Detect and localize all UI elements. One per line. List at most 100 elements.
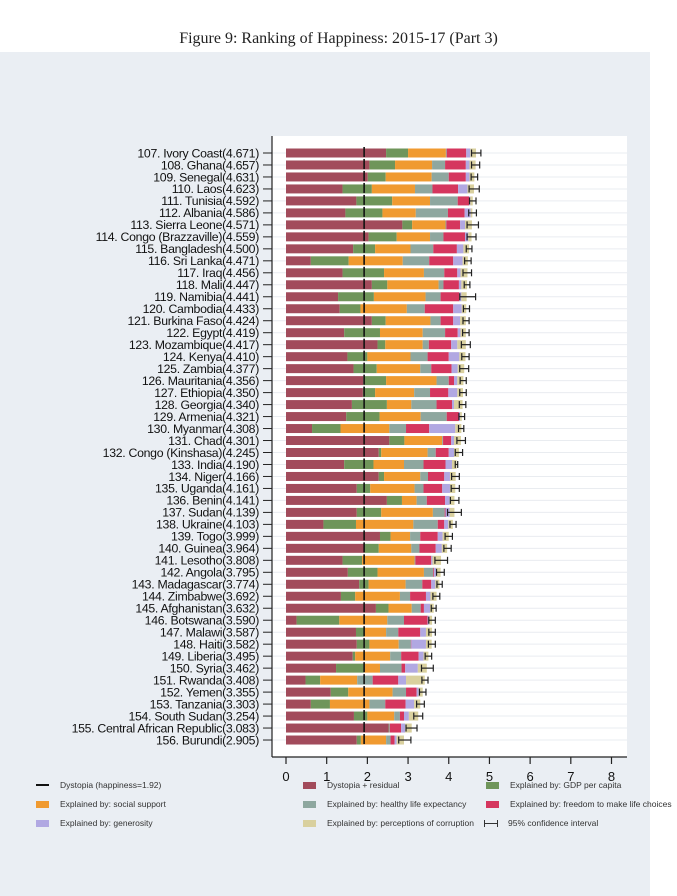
country-label: 120. Cambodia(4.433) bbox=[143, 302, 260, 316]
legend-label: Explained by: healthy life expectancy bbox=[327, 799, 467, 809]
generosity-swatch bbox=[36, 819, 49, 827]
bar-segment-soc bbox=[381, 507, 433, 517]
bar-segment-gen bbox=[442, 483, 450, 493]
bar-segment-fre bbox=[457, 196, 470, 206]
bar-segment-dys bbox=[286, 687, 331, 697]
bar-segment-hle bbox=[414, 184, 433, 194]
legend-item-corruption: Explained by: perceptions of corruption bbox=[303, 818, 474, 828]
bar-segment-gen bbox=[457, 328, 461, 338]
bar-segment-soc bbox=[348, 687, 393, 697]
bar-segment-fre bbox=[443, 232, 466, 242]
bar-segment-hle bbox=[369, 699, 386, 709]
bar-segment-hle bbox=[410, 352, 428, 362]
bar-segment-soc bbox=[392, 196, 431, 206]
x-tick-label: 6 bbox=[527, 769, 534, 784]
bar-segment-gdp bbox=[386, 148, 409, 158]
country-label: 135. Uganda(4.161) bbox=[155, 482, 259, 496]
bar-segment-hle bbox=[414, 483, 424, 493]
bar-segment-gen bbox=[458, 184, 468, 194]
legend-label: Explained by: freedom to make life choic… bbox=[510, 799, 672, 809]
bar-segment-soc bbox=[371, 184, 415, 194]
dystopia-line-swatch bbox=[36, 784, 49, 786]
country-label: 126. Mauritania(4.356) bbox=[142, 374, 259, 388]
bar-segment-hle bbox=[390, 651, 402, 661]
x-tick-label: 8 bbox=[608, 769, 615, 784]
bar-segment-dys bbox=[286, 448, 379, 457]
country-label: 123. Mozambique(4.417) bbox=[129, 338, 259, 352]
country-label: 152. Yemen(3.355) bbox=[160, 685, 259, 699]
bar-segment-gdp bbox=[363, 376, 387, 386]
bar-segment-dys bbox=[286, 184, 343, 194]
x-tick-label: 2 bbox=[364, 769, 371, 784]
bar-segment-hle bbox=[422, 328, 446, 338]
bar-segment-dys bbox=[286, 328, 345, 338]
bar-segment-gen bbox=[403, 711, 409, 721]
bar-segment-soc bbox=[320, 675, 358, 685]
bar-segment-dys bbox=[286, 531, 380, 541]
bar-segment-fre bbox=[419, 543, 436, 553]
bar-segment-gen bbox=[452, 400, 455, 410]
bar-segment-dys bbox=[286, 412, 347, 422]
bar-segment-fre bbox=[426, 495, 446, 505]
bar-segment-dys bbox=[286, 483, 357, 493]
bar-segment-soc bbox=[381, 448, 428, 457]
bar-segment-dys bbox=[286, 292, 339, 302]
country-label: 127. Ethiopia(4.350) bbox=[154, 386, 259, 400]
bar-segment-gen bbox=[437, 531, 443, 541]
bar-segment-soc bbox=[404, 436, 443, 446]
bar-segment-dys bbox=[286, 160, 370, 170]
country-label: 121. Burkina Faso(4.424) bbox=[127, 314, 259, 328]
bar-segment-gdp bbox=[351, 400, 387, 410]
bar-segment-hle bbox=[386, 735, 391, 745]
bar-segment-hle bbox=[427, 448, 436, 457]
bar-segment-fre bbox=[423, 483, 443, 493]
bar-segment-gdp bbox=[342, 184, 372, 194]
bar-segment-hle bbox=[423, 567, 434, 577]
x-tick-label: 5 bbox=[486, 769, 493, 784]
bar-segment-gen bbox=[431, 579, 436, 589]
bar-segment-hle bbox=[414, 555, 416, 565]
bar-segment-dys bbox=[286, 507, 357, 517]
bar-segment-dys bbox=[286, 711, 354, 721]
bar-segment-soc bbox=[364, 627, 387, 637]
figure-title: Figure 9: Ranking of Happiness: 2015-17 … bbox=[179, 30, 498, 47]
country-label: 111. Tunisia(4.592) bbox=[161, 194, 259, 208]
country-label: 113. Sierra Leone(4.571) bbox=[130, 218, 259, 232]
confidence-interval-swatch bbox=[484, 819, 498, 827]
bar-segment-hle bbox=[402, 256, 430, 266]
bar-segment-soc bbox=[340, 424, 390, 434]
bar-segment-hle bbox=[438, 280, 444, 290]
country-label: 138. Ukraine(4.103) bbox=[156, 518, 259, 532]
bar-segment-gdp bbox=[342, 268, 385, 278]
bar-segment-fre bbox=[390, 735, 395, 745]
bar-segment-fre bbox=[403, 615, 428, 625]
bar-segment-gen bbox=[453, 256, 463, 266]
country-label: 129. Armenia(4.321) bbox=[153, 410, 259, 424]
bar-segment-gen bbox=[465, 160, 470, 170]
bar-segment-gdp bbox=[296, 615, 340, 625]
bar-segment-gen bbox=[453, 304, 462, 314]
bar-segment-soc bbox=[362, 555, 415, 565]
bar-segment-soc bbox=[384, 268, 424, 278]
bar-segment-gdp bbox=[340, 591, 356, 601]
bar-segment-soc bbox=[348, 256, 403, 266]
dystopia-residual-swatch bbox=[303, 781, 316, 789]
country-label: 124. Kenya(4.410) bbox=[163, 350, 259, 364]
bar-segment-dys bbox=[286, 172, 368, 182]
bar-segment-fre bbox=[415, 555, 432, 565]
legend-label: 95% confidence interval bbox=[508, 818, 599, 828]
bar-segment-fre bbox=[440, 316, 454, 326]
bar-segment-dys bbox=[286, 555, 343, 565]
bar-segment-hle bbox=[394, 711, 400, 721]
country-label: 151. Rwanda(3.408) bbox=[153, 673, 259, 687]
bar-segment-dys bbox=[286, 376, 364, 386]
bar-segment-soc bbox=[401, 495, 417, 505]
bar-segment-hle bbox=[410, 244, 434, 254]
bar-segment-dys bbox=[286, 639, 357, 649]
bar-segment-hle bbox=[414, 388, 431, 398]
bar-segment-fre bbox=[435, 448, 449, 457]
bar-segment-hle bbox=[430, 232, 444, 242]
x-tick-label: 4 bbox=[445, 769, 452, 784]
bar-segment-gen bbox=[423, 603, 431, 613]
legend-label: Explained by: GDP per capita bbox=[510, 780, 622, 790]
